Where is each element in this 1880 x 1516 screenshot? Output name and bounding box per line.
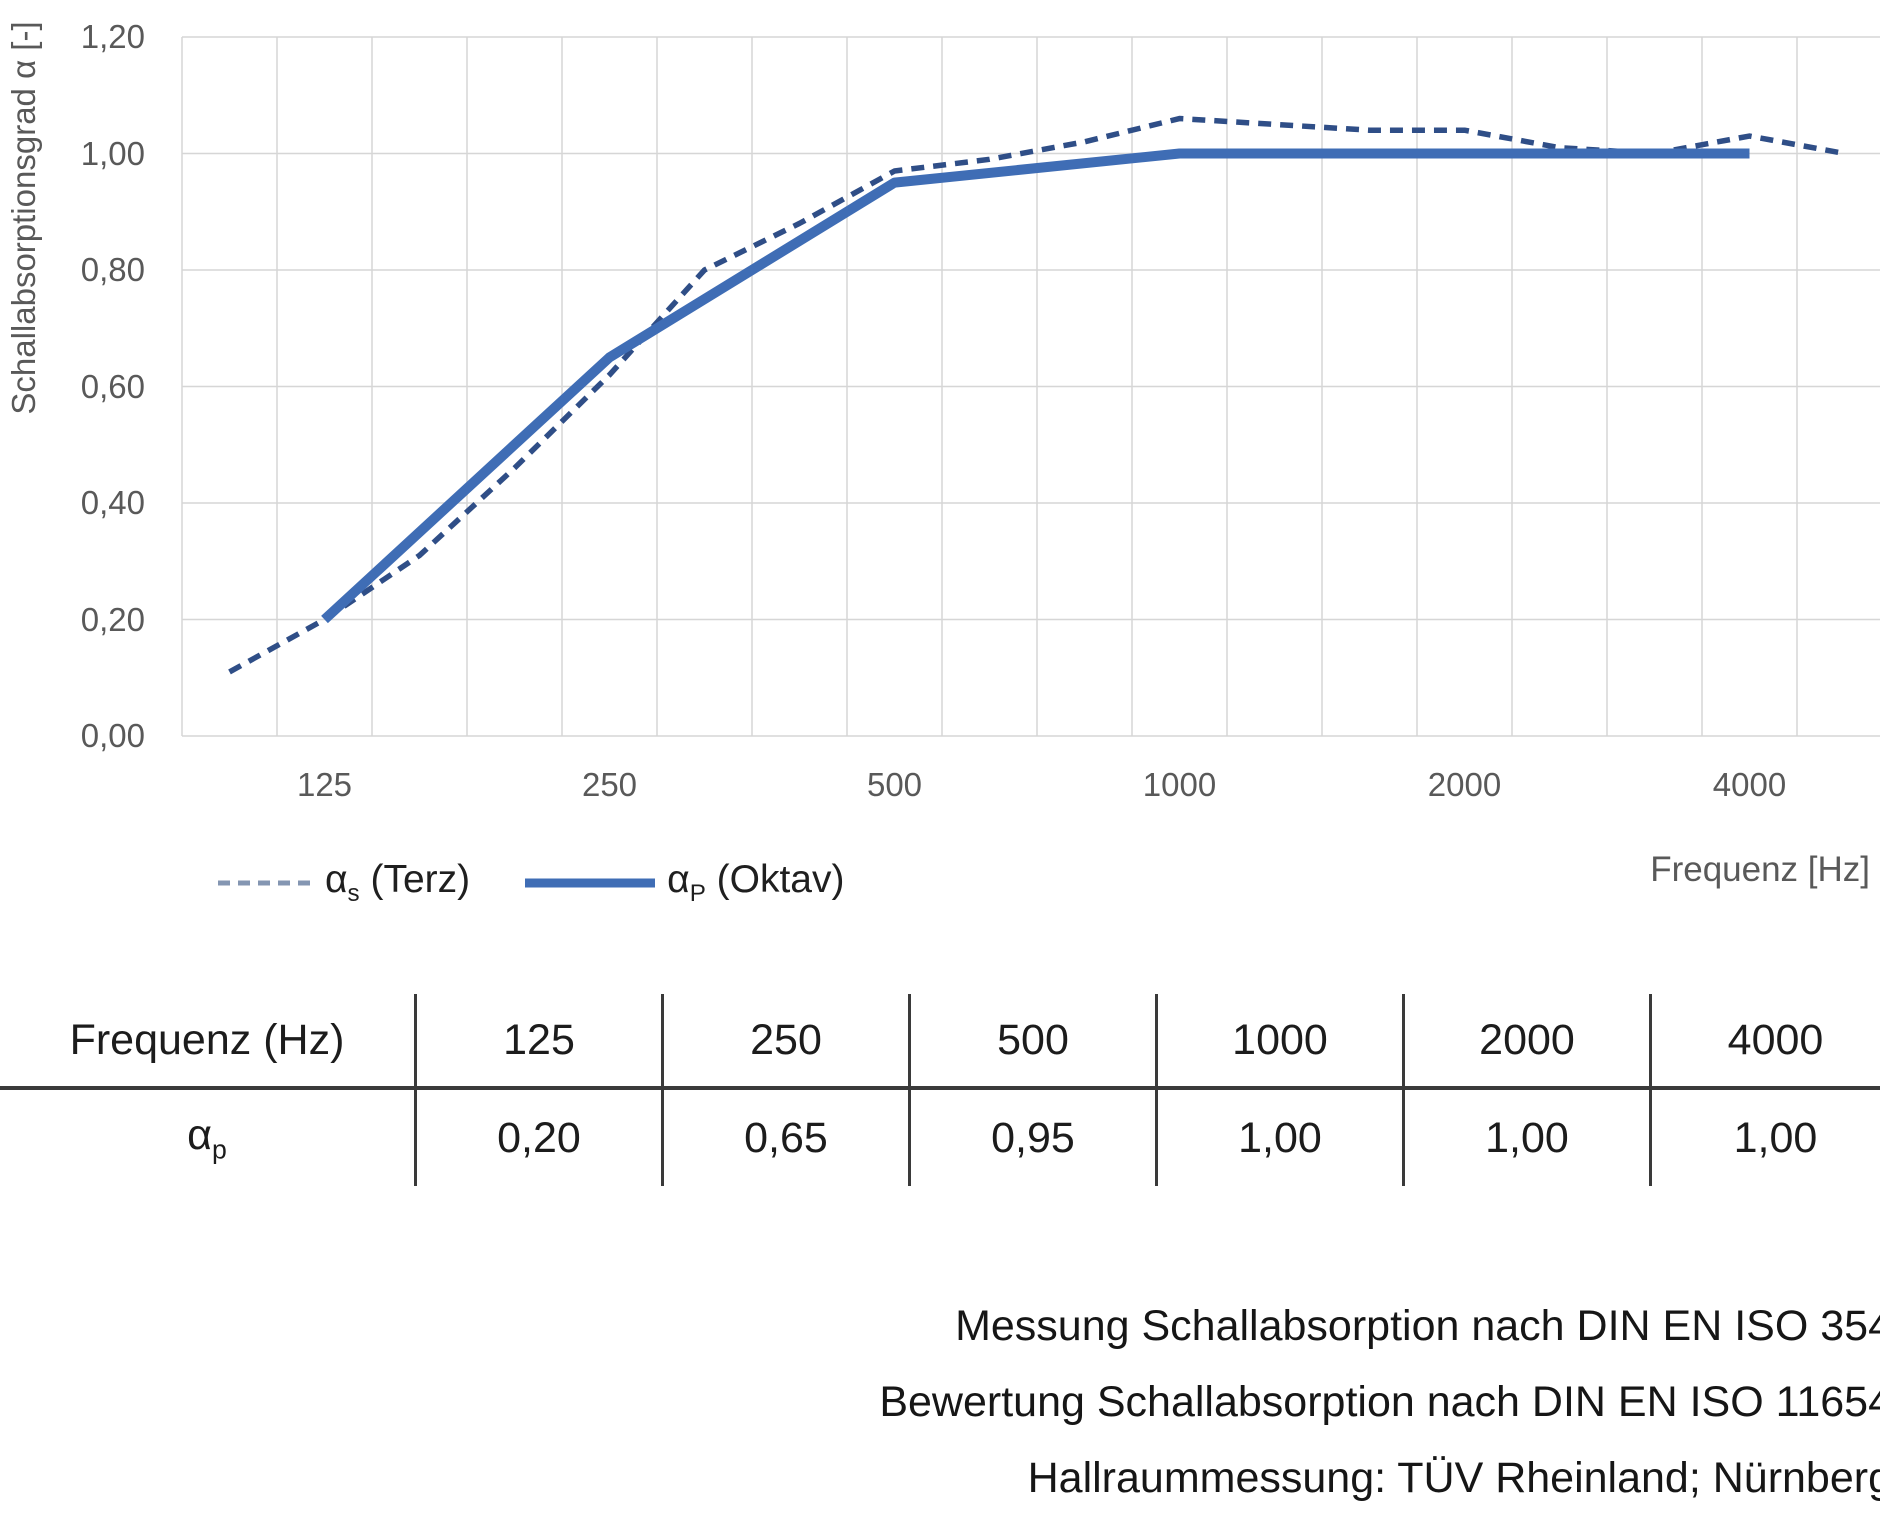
table-row-label-alpha-p: αp xyxy=(0,1090,417,1186)
y-tick-label: 1,00 xyxy=(80,134,145,172)
legend-dashed-line-sample xyxy=(218,880,313,886)
y-tick-label: 1,20 xyxy=(80,18,145,55)
x-tick-label: 4000 xyxy=(1712,766,1787,803)
table-header-cell: 500 xyxy=(911,994,1158,1090)
table-header-cell: 125 xyxy=(417,994,664,1090)
x-axis-title: Frequenz [Hz] xyxy=(1650,850,1870,889)
absorption-chart: Schallabsorptionsgrad α [-] 0,00 0,20 0,40… xyxy=(5,18,1880,908)
legend-solid-line-sample xyxy=(525,878,656,888)
table-value-cell: 1,00 xyxy=(1158,1090,1405,1186)
legend-item-terz: αs (Terz) xyxy=(218,858,470,908)
footer-line-measurement: Messung Schallabsorption nach DIN EN ISO… xyxy=(955,1302,1880,1350)
x-tick-label: 125 xyxy=(296,766,353,803)
table-header-row: Frequenz (Hz) 125 250 500 1000 2000 4000 xyxy=(0,994,1880,1090)
x-tick-label: 2000 xyxy=(1427,766,1502,803)
table-value-cell: 0,95 xyxy=(911,1090,1158,1186)
table-value-cell: 0,20 xyxy=(417,1090,664,1186)
table-value-cell: 0,65 xyxy=(664,1090,911,1186)
table-header-cell: 1000 xyxy=(1158,994,1405,1090)
series-line-alpha-p-oktav xyxy=(321,148,1750,624)
footer-line-evaluation: Bewertung Schallabsorption nach DIN EN I… xyxy=(879,1378,1880,1426)
absorption-values-table: Frequenz (Hz) 125 250 500 1000 2000 4000 αp 0… xyxy=(0,994,1880,1186)
y-tick-label: 0,60 xyxy=(80,367,145,405)
legend-label-oktav: αP (Oktav) xyxy=(667,858,845,907)
x-tick-label: 500 xyxy=(866,766,923,803)
table-value-cell: 1,00 xyxy=(1733,1113,1818,1162)
y-tick-label: 0,00 xyxy=(80,717,145,754)
plot-area xyxy=(181,36,1880,737)
table-header-cell: 4000 xyxy=(1652,994,1880,1090)
standards-footer: Messung Schallabsorption nach DIN EN ISO… xyxy=(0,1288,1880,1516)
y-tick-label: 0,80 xyxy=(80,251,145,288)
table-value-cell: 1,00 xyxy=(1405,1090,1652,1186)
legend-label-terz: αs (Terz) xyxy=(325,858,471,907)
x-tick-label: 250 xyxy=(581,766,638,803)
chart-legend: αs (Terz) αP (Oktav) xyxy=(218,858,844,908)
x-tick-label: 1000 xyxy=(1142,766,1217,803)
table-header-frequency: Frequenz (Hz) xyxy=(0,994,417,1090)
table-header-cell: 250 xyxy=(664,994,911,1090)
y-tick-label: 0,20 xyxy=(80,600,145,638)
table-value-row: αp 0,20 0,65 0,95 1,00 1,00 1,00 xyxy=(0,1090,1880,1186)
alpha-p-label: αp xyxy=(187,1110,227,1165)
legend-item-oktav: αP (Oktav) xyxy=(525,858,844,908)
table-header-cell: 2000 xyxy=(1405,994,1652,1090)
y-tick-label: 0,40 xyxy=(80,484,145,521)
footer-line-lab: Hallraummessung: TÜV Rheinland; Nürnberg xyxy=(1027,1454,1880,1502)
